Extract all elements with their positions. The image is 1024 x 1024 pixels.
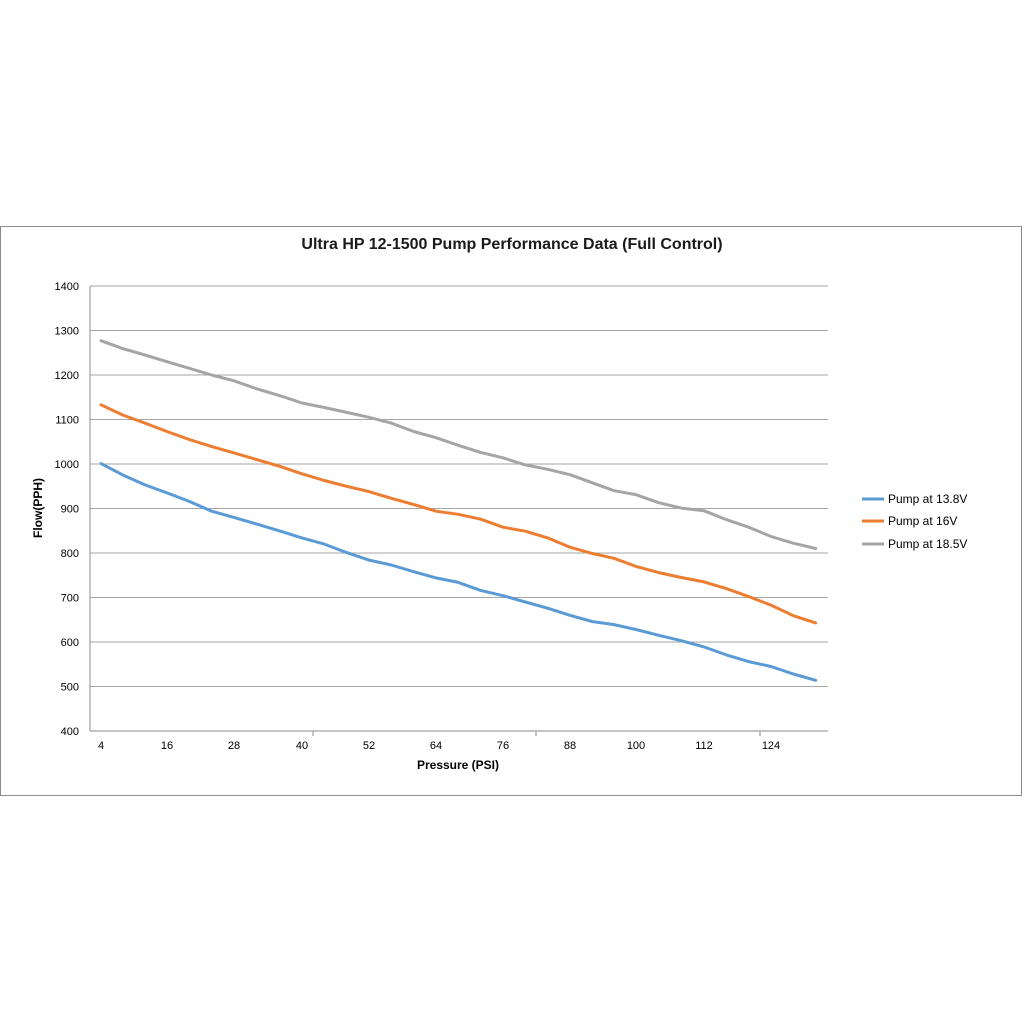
y-tick-label: 500 [61, 682, 79, 694]
y-tick-label: 1300 [55, 326, 79, 338]
y-tick-label: 1100 [55, 415, 79, 427]
x-tick-label: 52 [363, 740, 375, 752]
x-tick-label: 124 [762, 740, 780, 752]
x-tick-label: 40 [296, 740, 308, 752]
chart-frame [0, 226, 1022, 796]
legend-label: Pump at 18.5V [888, 537, 967, 551]
y-tick-labels: 400 500 600 700 800 900 1000 1100 1200 1300 1400 [55, 281, 79, 738]
y-tick-label: 700 [61, 593, 79, 605]
x-tick-label: 64 [430, 740, 442, 752]
y-tick-label: 400 [61, 726, 79, 738]
legend-label: Pump at 13.8V [888, 492, 967, 506]
y-tick-label: 1400 [55, 281, 79, 293]
y-tick-label: 800 [61, 548, 79, 560]
y-tick-label: 600 [61, 637, 79, 649]
legend: Pump at 13.8V Pump at 16V Pump at 18.5V [862, 492, 967, 551]
y-tick-label: 1000 [55, 459, 79, 471]
x-tick-label: 76 [497, 740, 509, 752]
series-line-1 [99, 462, 818, 682]
x-axis-title: Pressure (PSI) [417, 758, 499, 772]
x-tick-label: 88 [564, 740, 576, 752]
gridlines [90, 285, 828, 732]
chart-title: Ultra HP 12-1500 Pump Performance Data (… [301, 236, 722, 253]
x-tick-label: 16 [161, 740, 173, 752]
y-tick-label: 900 [61, 504, 79, 516]
series-lines [99, 339, 818, 682]
x-tick-label: 112 [695, 740, 713, 752]
legend-label: Pump at 16V [888, 514, 957, 528]
x-tick-label: 4 [98, 740, 104, 752]
series-line-3 [99, 339, 818, 550]
x-tick-labels: 4 16 28 40 52 64 76 88 100 112 124 [98, 731, 780, 752]
y-tick-label: 1200 [55, 370, 79, 382]
y-axis-title: Flow(PPH) [31, 478, 45, 538]
x-tick-label: 28 [228, 740, 240, 752]
x-tick-label: 100 [627, 740, 645, 752]
series-line-2 [99, 403, 818, 625]
